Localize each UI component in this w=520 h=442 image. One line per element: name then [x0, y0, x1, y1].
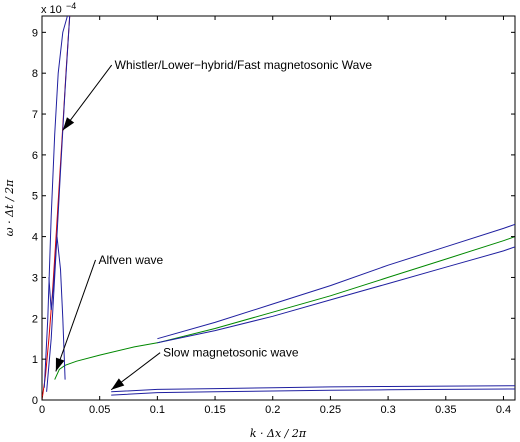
y-axis-label: ω · Δt / 2π: [3, 179, 16, 237]
plot-area: [41, 15, 516, 401]
series-line-7: [43, 16, 68, 388]
y-exponent-multiplier: x 10: [41, 4, 62, 16]
x-tick-label: 0.15: [204, 404, 225, 416]
x-tick-label: 0.1: [150, 404, 165, 416]
y-tick-label: 6: [32, 150, 38, 162]
annotation-arrow-head-3: [111, 378, 125, 390]
y-tick-label: 9: [32, 27, 38, 39]
series-line-3: [157, 223, 515, 340]
y-tick-label: 3: [32, 272, 38, 284]
annotation-layer: Whistler/Lower−hybrid/Fast magnetosonic …: [55, 58, 373, 391]
x-tick-label: 0.35: [435, 404, 456, 416]
y-tick-label: 0: [32, 395, 38, 407]
y-tick-label: 1: [32, 354, 38, 366]
series-line-9: [48, 236, 66, 380]
annotation-arrow-line-1: [62, 64, 113, 131]
annotation-label-2: Alfven wave: [99, 253, 164, 267]
series-line-6: [111, 388, 515, 396]
x-tick-label: 0.4: [496, 404, 511, 416]
x-tick-label: 0.3: [380, 404, 395, 416]
y-exponent-power: −4: [66, 1, 76, 11]
annotation-arrow-head-2: [55, 357, 65, 372]
x-tick-label: 0.25: [320, 404, 341, 416]
y-tick-label: 7: [32, 109, 38, 121]
series-line-5: [111, 385, 515, 393]
series-line-4: [157, 246, 515, 344]
series-line-2: [54, 236, 515, 380]
y-tick-label: 5: [32, 191, 38, 203]
series-layer: [42, 16, 515, 400]
x-tick-label: 0.05: [89, 404, 110, 416]
annotation-label-1: Whistler/Lower−hybrid/Fast magnetosonic …: [115, 58, 373, 72]
annotation-arrow-line-2: [55, 259, 97, 372]
y-tick-label: 2: [32, 313, 38, 325]
x-tick-label: 0.2: [265, 404, 280, 416]
y-tick-label: 8: [32, 68, 38, 80]
x-tick-label: 0: [39, 404, 45, 416]
x-axis-label: k · Δx / 2π: [250, 427, 307, 440]
annotation-arrow-head-1: [62, 117, 75, 131]
tick-layer: 0 0.05 0.1 0.15 0.2 0.25 0.3 0.35 0.4 0 1 2 3 4 5 6 7 8 9: [32, 16, 515, 416]
series-line-8: [46, 16, 71, 392]
y-tick-label: 4: [32, 232, 38, 244]
annotation-label-3: Slow magnetosonic wave: [163, 346, 299, 360]
